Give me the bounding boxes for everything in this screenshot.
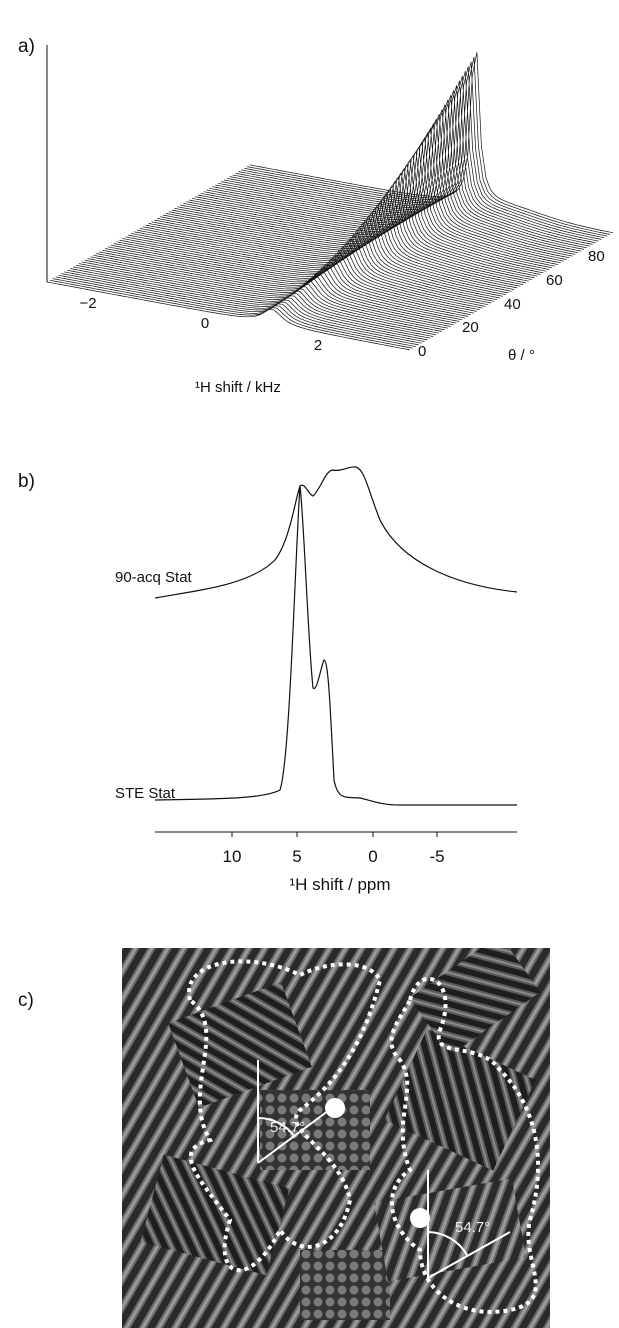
angle-label: 54.7° — [455, 1219, 490, 1236]
tick-marks — [231, 832, 438, 837]
x-tick-label: 10 — [223, 847, 242, 866]
x-tick-label: -5 — [429, 847, 444, 866]
y-tick-label: 0 — [418, 343, 426, 360]
spectrum-line — [154, 466, 518, 599]
x-tick-label: 5 — [292, 847, 301, 866]
axis-title: θ / ° — [508, 347, 535, 364]
x-tick-label: 0 — [368, 847, 377, 866]
micrograph — [122, 948, 550, 1328]
series-label: 90-acq Stat — [115, 569, 193, 586]
series-label: STE Stat — [115, 785, 176, 802]
y-tick-label: 40 — [504, 296, 521, 313]
spectrum-line — [154, 485, 517, 806]
angle-label: 54.7° — [270, 1119, 305, 1136]
x-tick-label: 0 — [201, 315, 209, 332]
panel-label: b) — [18, 471, 35, 492]
surface-lines — [46, 52, 614, 351]
x-tick-label: −2 — [79, 295, 96, 312]
x-tick-label: 2 — [314, 337, 322, 354]
panel-label: a) — [18, 36, 35, 57]
y-tick-label: 20 — [462, 319, 479, 336]
axis-title: ¹H shift / ppm — [289, 875, 390, 894]
y-tick-label: 80 — [588, 248, 605, 265]
axis-title: ¹H shift / kHz — [195, 379, 281, 396]
panel-label: c) — [18, 990, 34, 1011]
y-tick-label: 60 — [546, 272, 563, 289]
waterfall-surface — [46, 52, 614, 351]
